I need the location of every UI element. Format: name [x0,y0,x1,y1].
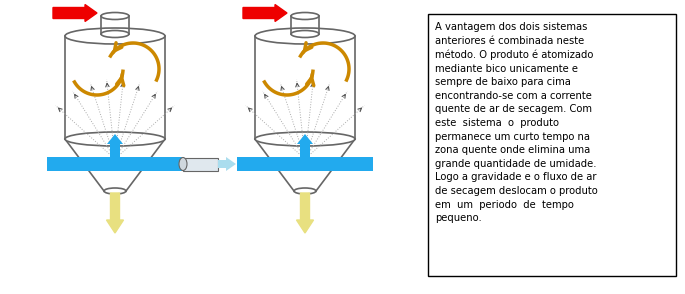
Ellipse shape [294,188,316,194]
Ellipse shape [65,132,165,146]
Ellipse shape [179,158,187,171]
Ellipse shape [101,13,129,19]
Ellipse shape [255,28,355,44]
Bar [183,158,218,171]
Bar [47,157,183,171]
FancyArrow shape [218,157,236,171]
FancyArrow shape [243,4,287,21]
Ellipse shape [101,31,129,38]
FancyArrow shape [106,193,123,233]
Bar [237,157,373,171]
FancyArrow shape [297,193,314,233]
Text: A vantagem dos dois sistemas
anteriores é combinada neste
método. O produto é at: A vantagem dos dois sistemas anteriores … [435,22,598,223]
FancyArrow shape [297,134,313,157]
Ellipse shape [291,13,319,19]
Ellipse shape [291,31,319,38]
FancyArrow shape [107,134,123,157]
Ellipse shape [65,28,165,44]
Ellipse shape [255,132,355,146]
FancyArrow shape [53,4,97,21]
Ellipse shape [104,188,126,194]
Bar [428,14,676,276]
